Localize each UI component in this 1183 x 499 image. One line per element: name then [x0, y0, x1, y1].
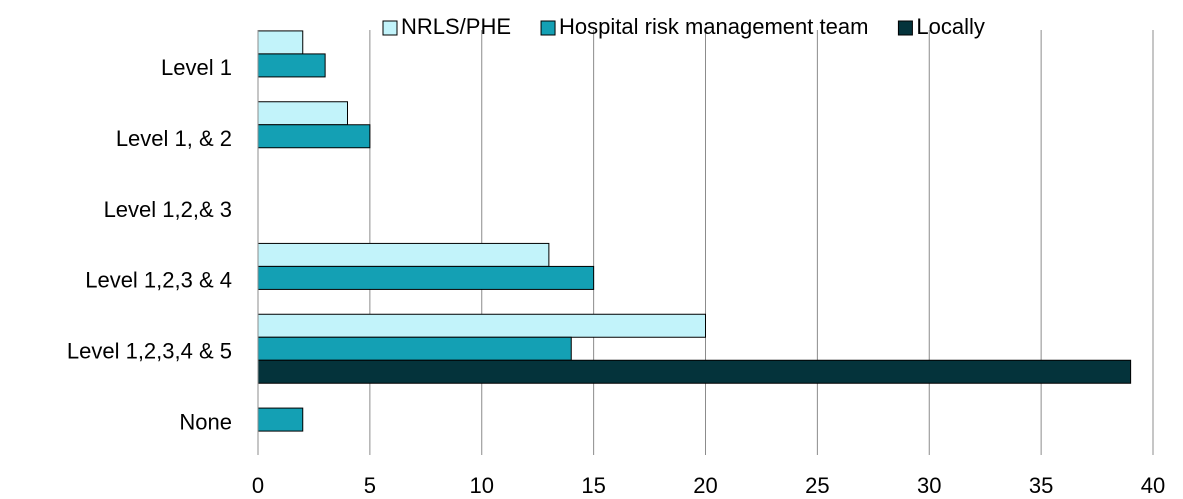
- bar: [257, 242, 550, 267]
- x-tick-label: 30: [917, 473, 941, 498]
- legend-swatch: [382, 20, 398, 36]
- bar: [257, 407, 304, 432]
- x-tick-label: 35: [1029, 473, 1053, 498]
- bar: [257, 265, 595, 290]
- x-tick-label: 0: [252, 473, 264, 498]
- bar: [257, 359, 1132, 384]
- x-tick-label: 25: [805, 473, 829, 498]
- bar: [257, 101, 348, 126]
- bar: [257, 313, 706, 338]
- y-tick-label: Level 1, & 2: [116, 126, 232, 151]
- x-tick-label: 20: [693, 473, 717, 498]
- bar: [257, 124, 371, 149]
- x-tick-label: 40: [1141, 473, 1165, 498]
- bar: [257, 336, 572, 361]
- y-tick-label: None: [179, 409, 232, 434]
- legend-label: Locally: [916, 14, 984, 39]
- bar: [257, 30, 304, 55]
- x-tick-label: 15: [581, 473, 605, 498]
- x-tick-label: 5: [364, 473, 376, 498]
- y-tick-label: Level 1,2,3,4 & 5: [67, 339, 232, 364]
- y-tick-label: Level 1,2,3 & 4: [85, 268, 232, 293]
- legend-label: NRLS/PHE: [401, 14, 511, 39]
- bar: [257, 53, 326, 78]
- legend-swatch: [897, 20, 913, 36]
- legend-label: Hospital risk management team: [559, 14, 868, 39]
- x-tick-label: 10: [470, 473, 494, 498]
- y-tick-label: Level 1,2,& 3: [104, 197, 232, 222]
- legend-swatch: [540, 20, 556, 36]
- y-tick-label: Level 1: [161, 55, 232, 80]
